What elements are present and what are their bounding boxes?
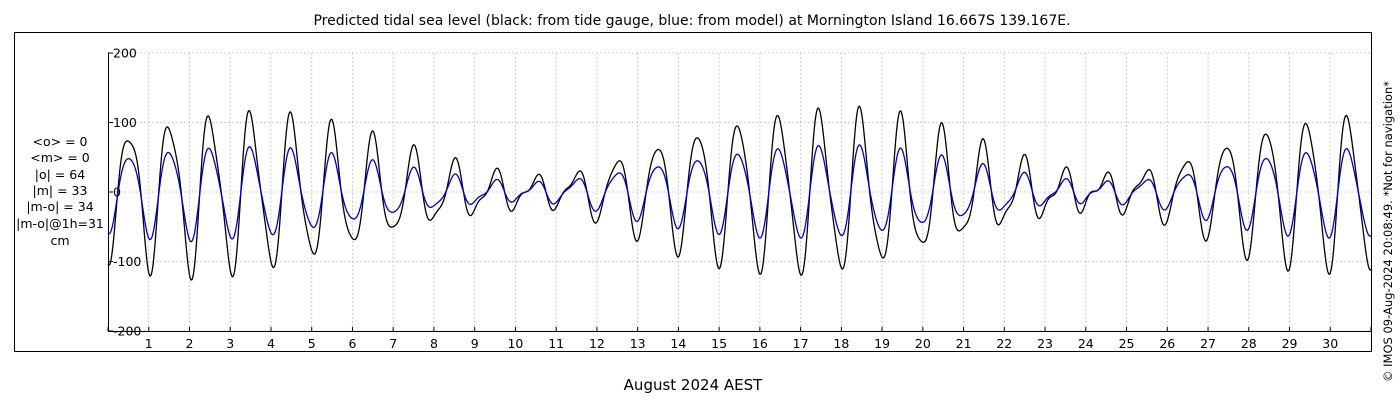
x-tick-label: 23 [1037, 336, 1053, 351]
x-tick-label: 7 [389, 336, 397, 351]
x-tick-label: 18 [833, 336, 849, 351]
x-axis-label: August 2024 AEST [624, 376, 763, 394]
x-tick-label: 28 [1241, 336, 1257, 351]
x-tick-label: 27 [1200, 336, 1216, 351]
copyright-note: © IMOS 09-Aug-2024 20:08:49. *Not for na… [1381, 81, 1395, 382]
series-line [107, 144, 1372, 243]
x-tick-label: 4 [267, 336, 275, 351]
x-tick-label: 12 [589, 336, 605, 351]
x-tick-label: 6 [348, 336, 356, 351]
x-tick-label: 13 [630, 336, 646, 351]
grid-lines [108, 52, 1371, 332]
x-tick-label: 17 [793, 336, 809, 351]
x-tick-label: 30 [1322, 336, 1338, 351]
outer-frame [14, 32, 1372, 352]
x-tick-label: 2 [186, 336, 194, 351]
stat-mean-model: <m> = 0 [30, 150, 90, 165]
x-tick-label: 19 [874, 336, 890, 351]
x-tick-label: 5 [308, 336, 316, 351]
x-tick-label: 16 [752, 336, 768, 351]
y-tick-label: 0 [113, 185, 121, 200]
stat-abs-obs: |o| = 64 [35, 167, 85, 182]
x-tick-label: 8 [430, 336, 438, 351]
x-tick-label: 25 [1119, 336, 1135, 351]
x-tick-label: 9 [471, 336, 479, 351]
stats-panel: <o> = 0 <m> = 0 |o| = 64 |m| = 33 |m-o| … [16, 134, 104, 248]
y-tick-label: -100 [113, 254, 141, 269]
x-tick-label: 20 [915, 336, 931, 351]
x-tick-label: 10 [507, 336, 523, 351]
x-tick-label: 14 [670, 336, 686, 351]
stat-mean-obs: <o> = 0 [33, 134, 88, 149]
x-tick-label: 24 [1078, 336, 1094, 351]
x-tick-label: 21 [956, 336, 972, 351]
stat-abs-diff: |m-o| = 34 [26, 199, 93, 214]
stat-units: cm [50, 233, 69, 248]
chart-title: Predicted tidal sea level (black: from t… [313, 13, 1070, 29]
y-tick-label: 200 [113, 46, 137, 61]
stat-abs-model: |m| = 33 [33, 183, 88, 198]
x-tick-label: 26 [1159, 336, 1175, 351]
series-group [107, 105, 1372, 281]
x-tick-label: 15 [711, 336, 727, 351]
stat-abs-diff-1h: |m-o|@1h=31 [16, 216, 104, 231]
x-tick-label: 11 [548, 336, 564, 351]
y-tick-label: 100 [113, 115, 137, 130]
x-tick-label: 3 [226, 336, 234, 351]
x-tick-label: 1 [145, 336, 153, 351]
series-line [107, 105, 1372, 281]
x-tick-label: 29 [1282, 336, 1298, 351]
x-axis: 1 2 3 4 5 6 7 8 9 10 11 12 13 14 15 16 17 18 19 20 21 22 23 24 2… [107, 327, 1372, 351]
x-tick-label: 22 [996, 336, 1012, 351]
